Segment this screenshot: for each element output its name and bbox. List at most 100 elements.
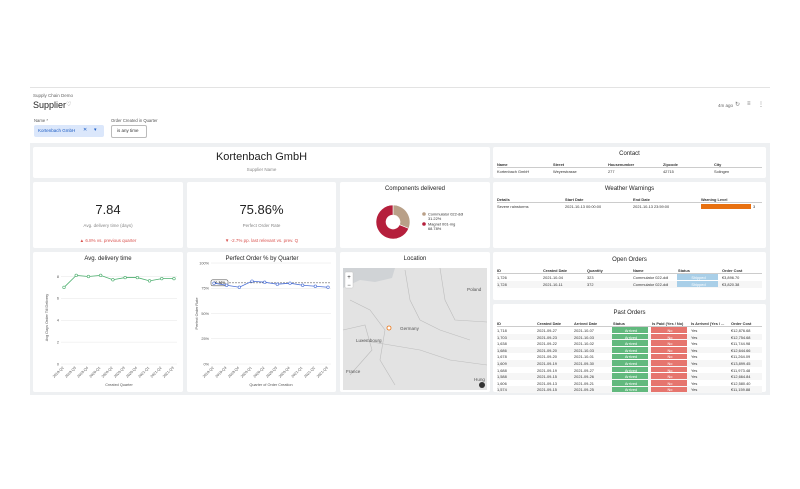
kpi-caption: Perfect Order Rate [242, 223, 281, 228]
breadcrumb[interactable]: Supply Chain Demo [33, 93, 74, 98]
table-cell: 2021-10-07 [574, 328, 594, 333]
table-cell: 2021-10-13 00:00:00 [565, 204, 602, 209]
table-cell: Arrived [624, 361, 638, 366]
column-header: Name [633, 268, 644, 273]
table-cell: 2021-09-13 [537, 380, 557, 386]
table-cell: 1,574 [497, 387, 507, 393]
table-cell: 372 [587, 282, 594, 287]
chip-dropdown[interactable]: ▾ [94, 127, 97, 133]
filter-button[interactable] [111, 125, 147, 138]
table-cell: Commulator 022-ddl [633, 275, 669, 280]
column-header: ID [497, 268, 501, 273]
table-cell: No [667, 374, 673, 380]
table-cell: 2021-09-19 [537, 361, 557, 366]
table-cell: 2021-09-27 [537, 328, 557, 333]
table-cell: €11,744.98 [731, 341, 751, 347]
column-header: End Date [633, 197, 650, 202]
status-cell [612, 353, 648, 360]
level-value: 3 [753, 204, 756, 209]
table-cell: Yes [691, 380, 698, 386]
filter-value[interactable]: Kortenbach GmbH [38, 128, 76, 133]
table-cell: Shipped [691, 275, 706, 280]
table-cell: 1,726 [497, 275, 507, 280]
table-cell: 2021-09-15 [537, 374, 557, 380]
table-cell: No [667, 387, 673, 393]
table-cell: 277 [608, 169, 615, 174]
status-cell [612, 366, 648, 373]
table-cell: Yes [691, 341, 698, 347]
table-cell: Severe rainstorms [497, 204, 529, 209]
card [493, 252, 766, 300]
table-cell: 2021-09-25 [574, 387, 594, 393]
table-cell: No [667, 367, 673, 373]
row-stripe [497, 281, 762, 288]
column-header: Details [497, 197, 510, 202]
card [33, 252, 183, 392]
table-cell: 1,688 [497, 367, 507, 373]
table-title: Weather Warnings [604, 186, 655, 192]
table-cell: 2021-09-19 [537, 367, 557, 373]
column-header: Order Cost [722, 268, 743, 273]
table-cell: 1,606 [497, 380, 507, 386]
status-cell [651, 360, 687, 366]
column-header: Arrived Date [574, 321, 598, 326]
table-cell: Arrived [624, 380, 638, 386]
card [340, 252, 490, 392]
filter-icon[interactable]: ≡ [747, 101, 751, 107]
menu-icon[interactable]: ⋮ [758, 102, 764, 108]
filter-label: Order Created in Quarter [111, 118, 158, 123]
column-header: Created Date [537, 321, 562, 326]
column-header: Street [553, 162, 565, 167]
column-header: Order Cost [731, 321, 752, 326]
table-cell: 2021-09-20 [537, 347, 557, 353]
table-cell: 1,678 [497, 354, 507, 360]
status-cell [612, 373, 648, 379]
card [493, 147, 766, 178]
table-cell: Solingen [714, 169, 730, 174]
table-cell: €11,973.48 [731, 367, 751, 373]
table-cell: Yes [691, 374, 698, 380]
card [187, 252, 336, 392]
status-cell [651, 386, 687, 393]
card [340, 182, 490, 248]
status-cell [677, 274, 718, 281]
table-cell: €12,664.84 [731, 374, 751, 380]
filter-value[interactable]: is any time [117, 128, 139, 133]
table-cell: Arrived [624, 347, 638, 353]
refresh-icon[interactable]: ↻ [735, 102, 741, 108]
table-cell: 1,703 [497, 334, 507, 340]
column-header: Is Arrived (Yes / ... [691, 321, 725, 326]
table-cell: Yes [691, 347, 698, 353]
table-cell: 2021-09-23 [537, 334, 557, 340]
table-cell: Yes [691, 387, 698, 393]
column-header: Start Date [565, 197, 584, 202]
favorite-icon[interactable]: ♡ [66, 102, 72, 108]
table-cell: €12,580.40 [731, 380, 751, 386]
status-cell [612, 360, 648, 366]
header-rule [497, 273, 762, 274]
header-rule [497, 167, 762, 168]
table-cell: €3,820.38 [722, 282, 740, 287]
table-cell: No [667, 380, 673, 386]
table-cell: 323 [587, 275, 594, 280]
chip-remove[interactable]: ✕ [83, 127, 88, 133]
header-rule [497, 202, 762, 203]
column-header: Status [678, 268, 690, 273]
table-cell: €12,754.68 [731, 334, 751, 340]
table-title: Past Orders [613, 310, 646, 316]
table-cell: No [667, 328, 673, 333]
column-header: Warning Level [701, 197, 728, 202]
filter-chip[interactable] [34, 125, 104, 137]
table-cell: 2021-09-21 [574, 380, 594, 386]
table-cell: Yes [691, 361, 698, 366]
table-cell: No [667, 354, 673, 360]
table-cell: 2021-09-22 [537, 341, 557, 347]
page-title: Supplier [33, 100, 67, 110]
status-cell [651, 327, 687, 333]
table-cell: 1,638 [497, 341, 507, 347]
status-cell [651, 380, 687, 386]
column-header: Quantity [587, 268, 603, 273]
column-header: Name [497, 162, 508, 167]
table-cell: 1,686 [497, 347, 507, 353]
